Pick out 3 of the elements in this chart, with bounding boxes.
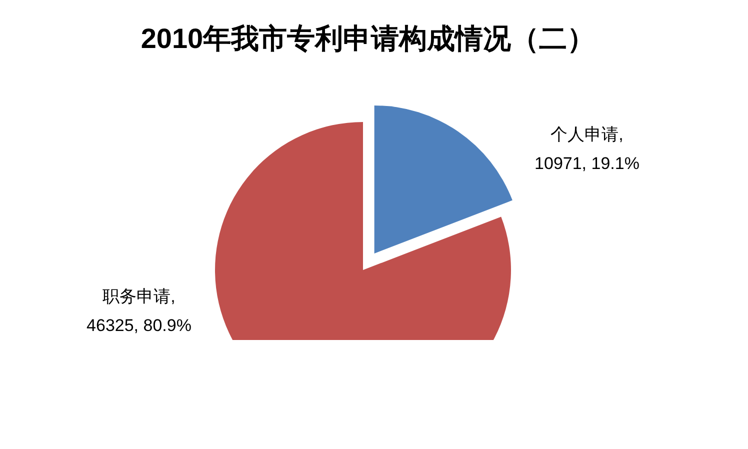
slice-label: 个人申请, 10971, 19.1%: [534, 124, 640, 173]
slice-label: 职务申请, 46325, 80.9%: [86, 287, 192, 335]
chart-title: 2010年我市专利申请构成情况（二）: [140, 23, 596, 54]
